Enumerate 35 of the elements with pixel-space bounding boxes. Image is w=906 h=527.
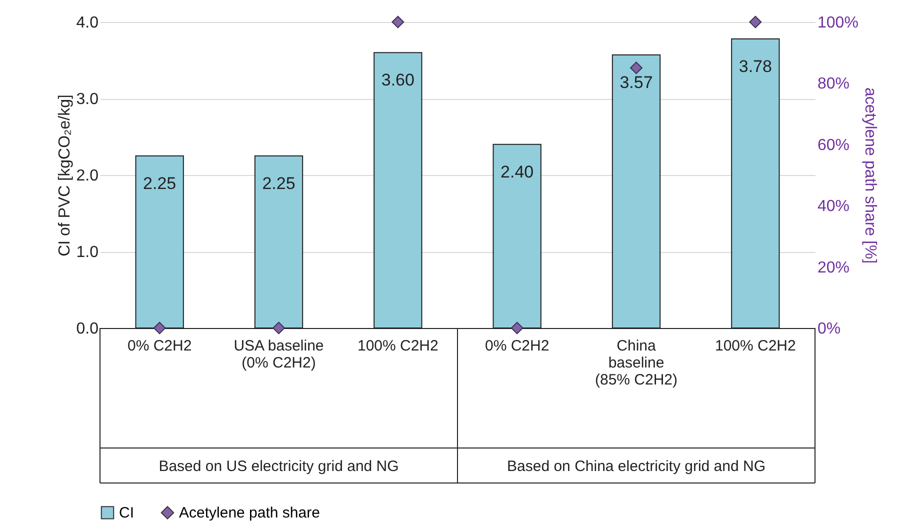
point <box>153 322 166 334</box>
x-tick-label: USA baseline (0% C2H2) <box>234 338 324 372</box>
data-label: 2.25 <box>143 174 176 193</box>
x-tick-label: 0% C2H2 <box>484 338 550 354</box>
y2-tick-label: 20% <box>818 259 850 276</box>
y2-tick-label: 60% <box>818 136 850 154</box>
legend-label: Acetylene path share <box>179 504 320 522</box>
legend-label: CI <box>119 504 134 522</box>
point <box>272 322 285 334</box>
text: Based on China electricity grid and NG <box>507 458 766 475</box>
point <box>392 16 404 28</box>
y-tick-label: 4.0 <box>76 14 99 32</box>
x-tick-label: China baseline (85% C2H2) <box>594 338 678 388</box>
text: Based on US electricity grid and NG <box>158 458 399 475</box>
y-tick-label: 0.0 <box>76 320 99 338</box>
point <box>749 16 762 28</box>
point <box>630 62 642 74</box>
y2-tick-label: 40% <box>818 198 850 216</box>
data-label: 3.78 <box>738 56 772 76</box>
y-tick-label: 1.0 <box>76 244 99 261</box>
y2-tick-label: 80% <box>818 76 850 93</box>
y-tick-label: 3.0 <box>76 91 99 108</box>
data-label: 2.40 <box>500 162 534 182</box>
y2-tick-label: 0% <box>818 320 841 338</box>
data-label: 3.57 <box>620 72 653 92</box>
x-tick-label: 0% C2H2 <box>127 338 192 354</box>
x-tick-label: 100% C2H2 <box>357 338 438 354</box>
x-tick-label: 100% C2H2 <box>714 338 796 354</box>
data-label: 3.60 <box>381 70 414 90</box>
point <box>510 322 524 334</box>
y2-tick-label: 100% <box>818 14 858 32</box>
y-tick-label: 2.0 <box>76 168 99 184</box>
data-label: 2.25 <box>262 174 296 193</box>
y-axis-title: CI of PVC [kgCO₂e/kg] <box>56 94 74 256</box>
y2-axis-title: acetylene path share [%] <box>861 87 878 264</box>
